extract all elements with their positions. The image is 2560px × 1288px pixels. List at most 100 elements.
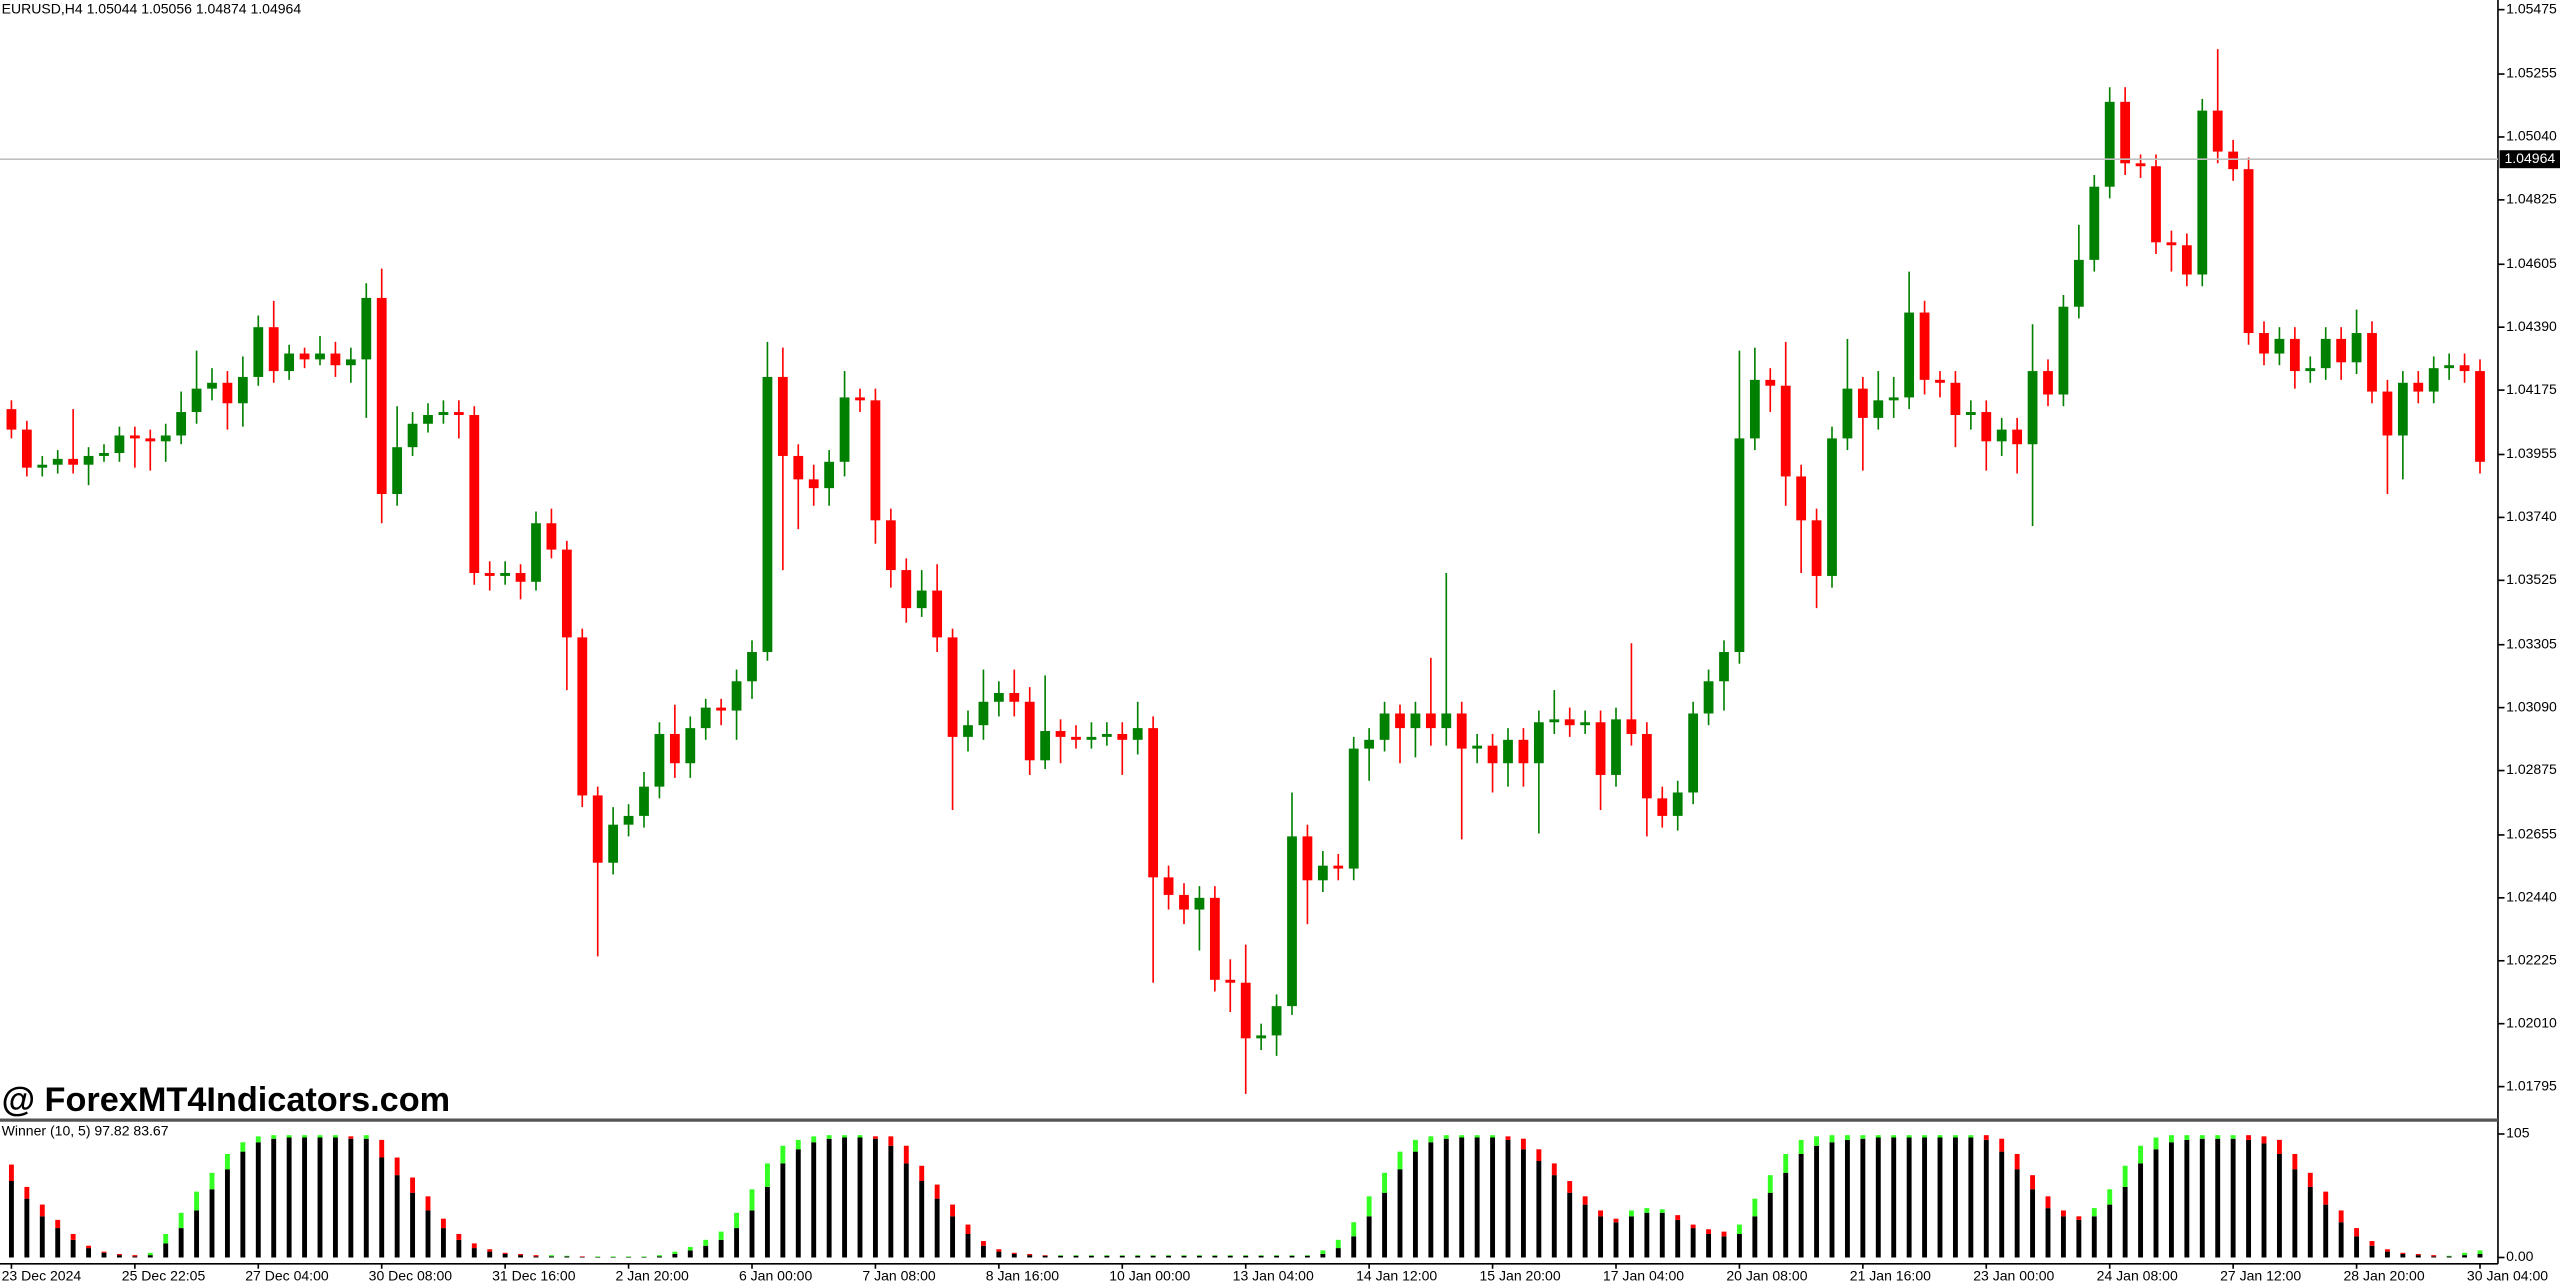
candle-body [1101, 733, 1112, 737]
x-tick-label: 21 Jan 16:00 [1850, 1268, 1931, 1284]
x-tick-label: 23 Dec 2024 [2, 1268, 82, 1284]
candle-body [1734, 438, 1745, 653]
candle-body [361, 297, 372, 360]
candle-body [2197, 110, 2208, 275]
candle-body [978, 701, 989, 726]
candle-body [1040, 731, 1051, 761]
candle-body [777, 376, 788, 456]
candle-body [916, 590, 927, 609]
candle-body [330, 353, 341, 366]
candle-body [2120, 101, 2131, 164]
candle-body [2259, 333, 2269, 354]
candle-body [932, 590, 943, 638]
x-tick-label: 17 Jan 04:00 [1603, 1268, 1684, 1284]
indicator-title: Winner (10, 5) 97.82 83.67 [2, 1122, 169, 1138]
candle-body [1287, 836, 1297, 1007]
candle-body [52, 458, 63, 465]
chart-title: EURUSD,H4 1.05044 1.05056 1.04874 1.0496… [2, 0, 302, 16]
x-tick-label: 15 Jan 20:00 [1480, 1268, 1561, 1284]
candle-body [176, 412, 187, 436]
candle-body [1533, 722, 1544, 764]
candle-body [1965, 412, 1976, 415]
x-tick-label: 23 Jan 00:00 [1973, 1268, 2054, 1284]
candle-body [2367, 333, 2377, 392]
candle-body [1086, 736, 1097, 740]
candle-body [824, 461, 835, 489]
candle-body [1688, 713, 1699, 793]
y-tick-label: 1.03090 [2506, 698, 2557, 714]
x-tick-label: 10 Jan 00:00 [1109, 1268, 1190, 1284]
candle-body [1919, 312, 1930, 380]
candle-body [808, 479, 819, 489]
candle-body [885, 520, 896, 571]
candle-body [1256, 1035, 1267, 1039]
candle-body [1117, 733, 1128, 740]
candle-body [376, 297, 387, 494]
candle-body [268, 327, 279, 372]
x-tick-label: 7 Jan 08:00 [862, 1268, 936, 1284]
candle-body [1410, 713, 1421, 729]
candle-body [592, 795, 603, 863]
candle-body [345, 359, 356, 366]
candle-body [1209, 897, 1220, 980]
candle-body [1333, 865, 1344, 869]
candle-body [315, 353, 325, 360]
candle-body [1719, 652, 1729, 682]
y-tick-label: 1.02010 [2506, 1014, 2557, 1030]
candle-body [1580, 722, 1591, 726]
candle-body [639, 786, 649, 816]
candle-body [160, 435, 171, 442]
candle-body [2043, 371, 2053, 395]
candle-body [531, 523, 541, 582]
candle-body [2336, 338, 2347, 363]
candle-body [129, 435, 140, 439]
candle-body [2212, 110, 2223, 152]
x-tick-label: 30 Dec 08:00 [369, 1268, 453, 1284]
y-tick-label: 1.02225 [2506, 951, 2557, 967]
candle-body [1549, 719, 1560, 723]
candle-body [1981, 412, 1992, 442]
candle-body [484, 573, 495, 576]
candle-body [1148, 728, 1159, 878]
candle-body [1055, 731, 1066, 737]
x-tick-label: 28 Jan 20:00 [2344, 1268, 2425, 1284]
candle-body [1672, 792, 1683, 816]
candle-body [1904, 312, 1915, 398]
y-tick-label: 0.00 [2506, 1248, 2534, 1264]
candle-body [947, 637, 958, 737]
current-price-box [2499, 150, 2560, 169]
candle-body [21, 429, 32, 468]
candle-body [2228, 151, 2239, 170]
y-tick-label: 1.04175 [2506, 381, 2557, 397]
candle-body [993, 692, 1004, 702]
candle-body [1703, 681, 1714, 714]
candle-body [2166, 242, 2177, 246]
candle-body [2089, 186, 2100, 260]
candle-body [2274, 338, 2285, 354]
candle-body [1842, 388, 1853, 439]
candle-body [2135, 163, 2146, 167]
candle-body [1009, 692, 1020, 702]
candle-body [1641, 733, 1652, 799]
candle-body [1765, 379, 1776, 386]
candle-body [99, 453, 109, 456]
candle-body [2475, 371, 2485, 462]
x-tick-label: 27 Dec 04:00 [245, 1268, 329, 1284]
candle-body [1503, 739, 1513, 764]
candle-body [222, 382, 233, 404]
candle-body [1950, 382, 1961, 415]
x-tick-label: 27 Jan 12:00 [2220, 1268, 2301, 1284]
candle-body [747, 652, 757, 682]
candle-body [2289, 338, 2300, 372]
candle-body [1317, 865, 1328, 881]
y-tick-label: 1.05255 [2506, 65, 2557, 81]
candle-body [1796, 476, 1807, 521]
x-tick-label: 24 Jan 08:00 [2097, 1268, 2178, 1284]
candle-body [2428, 368, 2439, 392]
x-tick-label: 13 Jan 04:00 [1233, 1268, 1314, 1284]
y-tick-label: 105 [2506, 1125, 2530, 1141]
x-tick-label: 25 Dec 22:05 [122, 1268, 206, 1284]
y-tick-label: 1.03740 [2506, 508, 2557, 524]
y-tick-label: 1.03305 [2506, 635, 2557, 651]
